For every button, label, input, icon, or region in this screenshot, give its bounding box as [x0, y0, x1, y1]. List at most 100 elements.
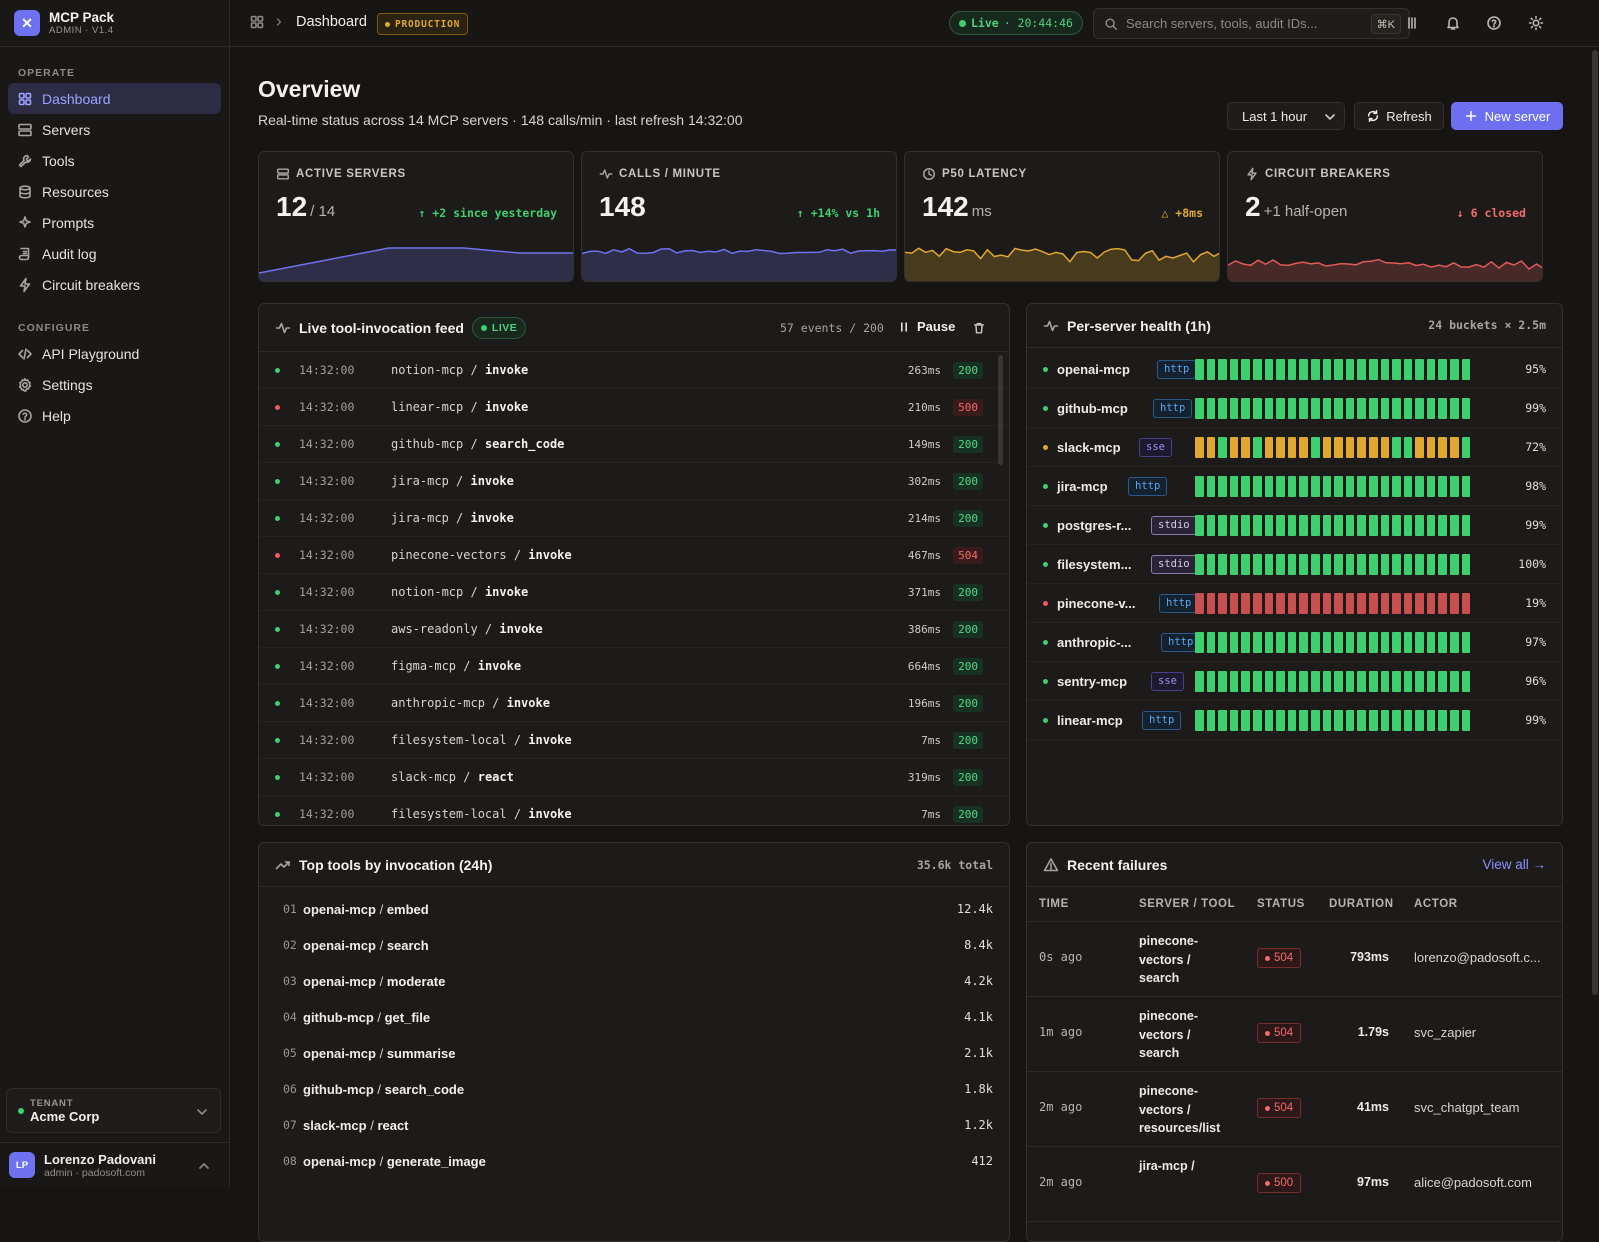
tool-name: openai-mcp / search: [303, 937, 429, 953]
page-scrollbar[interactable]: [1592, 50, 1598, 995]
sidebar-item-audit-log[interactable]: Audit log: [8, 238, 221, 269]
feed-row[interactable]: 14:32:00 github-mcp / search_code 149ms 200: [259, 426, 1009, 463]
failure-row[interactable]: 2m ago pinecone-vectors / resources/list 50…: [1027, 1072, 1562, 1147]
health-bucket: [1218, 632, 1227, 653]
new-server-button[interactable]: New server: [1451, 102, 1563, 130]
sidebar-item-resources[interactable]: Resources: [8, 176, 221, 207]
sidebar-item-dashboard[interactable]: Dashboard: [8, 83, 221, 114]
feed-row[interactable]: 14:32:00 notion-mcp / invoke 371ms 200: [259, 574, 1009, 611]
health-bucket: [1276, 437, 1285, 458]
server-health-row[interactable]: pinecone-v... http 19%: [1027, 584, 1562, 623]
status-code-badge: 200: [953, 805, 983, 823]
top-tools-panel: Top tools by invocation (24h) 35.6k tota…: [258, 842, 1010, 1242]
time-range-value: Last 1 hour: [1242, 108, 1308, 124]
server-health-row[interactable]: github-mcp http 99%: [1027, 389, 1562, 428]
status-code-badge: 504: [953, 546, 983, 564]
health-bucket: [1368, 437, 1378, 458]
sidebar-item-api-playground[interactable]: API Playground: [8, 338, 221, 369]
help-icon: [18, 408, 32, 423]
failure-row[interactable]: 2m ago jira-mcp / 500 97ms alice@padosoft.co…: [1027, 1147, 1562, 1222]
feed-row[interactable]: 14:32:00 notion-mcp / invoke 263ms 200: [259, 352, 1009, 389]
stat-card-p50-latency[interactable]: P50 LATENCY 142 ms △ +8ms: [904, 151, 1220, 282]
feed-server-tool: aws-readonly / invoke: [391, 622, 543, 636]
tool-tool: summarise: [386, 1045, 456, 1061]
pause-button[interactable]: Pause: [897, 319, 955, 334]
feed-row[interactable]: 14:32:00 figma-mcp / invoke 664ms 200: [259, 648, 1009, 685]
brand-version: ADMIN · V1.4: [49, 24, 114, 36]
feed-row[interactable]: 14:32:00 aws-readonly / invoke 386ms 200: [259, 611, 1009, 648]
health-bucket: [1368, 593, 1378, 614]
health-bucket: [1461, 398, 1471, 419]
health-bucket: [1241, 710, 1250, 731]
top-tool-row[interactable]: 07 slack-mcp / react 1.2k: [259, 1107, 1009, 1143]
feed-scrollbar[interactable]: [998, 355, 1003, 465]
sidebar-item-circuit-breakers[interactable]: Circuit breakers: [8, 269, 221, 300]
bell-icon[interactable]: [1445, 15, 1461, 31]
health-bucket: [1334, 398, 1343, 419]
search-input[interactable]: Search servers, tools, audit IDs... ⌘K: [1093, 8, 1410, 39]
health-bucket: [1345, 671, 1355, 692]
health-bucket: [1310, 398, 1320, 419]
health-bucket: [1392, 710, 1401, 731]
health-bucket: [1241, 593, 1250, 614]
top-tool-row[interactable]: 04 github-mcp / get_file 4.1k: [259, 999, 1009, 1035]
health-bucket: [1461, 710, 1471, 731]
server-health-row[interactable]: slack-mcp sse 72%: [1027, 428, 1562, 467]
feed-row[interactable]: 14:32:00 slack-mcp / react 319ms 200: [259, 759, 1009, 796]
health-bucket: [1218, 593, 1227, 614]
feed-row[interactable]: 14:32:00 filesystem-local / invoke 7ms 200: [259, 796, 1009, 825]
shortcut-hint: ⌘K: [1370, 14, 1401, 34]
server-health-row[interactable]: sentry-mcp sse 96%: [1027, 662, 1562, 701]
top-tool-row[interactable]: 08 openai-mcp / generate_image 412: [259, 1143, 1009, 1179]
status-code-badge: 200: [953, 657, 983, 675]
failures-table-header: TIME SERVER / TOOL STATUS DURATION ACTOR: [1027, 887, 1562, 922]
feed-row[interactable]: 14:32:00 jira-mcp / invoke 214ms 200: [259, 500, 1009, 537]
server-health-row[interactable]: anthropic-... http 97%: [1027, 623, 1562, 662]
top-tool-row[interactable]: 02 openai-mcp / search 8.4k: [259, 927, 1009, 963]
brand[interactable]: ✕ MCP Pack ADMIN · V1.4: [0, 0, 229, 47]
server-health-row[interactable]: jira-mcp http 98%: [1027, 467, 1562, 506]
top-tool-row[interactable]: 05 openai-mcp / summarise 2.1k: [259, 1035, 1009, 1071]
user-menu[interactable]: LP Lorenzo Padovani admin · padosoft.com: [0, 1142, 230, 1187]
refresh-label: Refresh: [1386, 108, 1432, 124]
tenant-switcher[interactable]: TENANT Acme Corp: [6, 1088, 221, 1133]
health-percent: 72%: [1525, 440, 1546, 454]
sidebar-item-settings[interactable]: Settings: [8, 369, 221, 400]
sidebar-item-tools[interactable]: Tools: [8, 145, 221, 176]
sidebar-item-prompts[interactable]: Prompts: [8, 207, 221, 238]
view-all-link[interactable]: View all →: [1482, 857, 1546, 872]
stat-card-circuit-breakers[interactable]: CIRCUIT BREAKERS 2 +1 half-open ↓ 6 closed: [1227, 151, 1543, 282]
health-bucket: [1287, 554, 1297, 575]
top-tool-row[interactable]: 06 github-mcp / search_code 1.8k: [259, 1071, 1009, 1107]
server-health-row[interactable]: filesystem... stdio 100%: [1027, 545, 1562, 584]
transport-tag: stdio: [1151, 515, 1197, 535]
time-range-select[interactable]: Last 1 hour: [1227, 102, 1345, 130]
server-health-row[interactable]: linear-mcp http 99%: [1027, 701, 1562, 740]
trash-icon[interactable]: [972, 321, 986, 335]
server-health-row[interactable]: openai-mcp http 95%: [1027, 350, 1562, 389]
recent-failures-panel: Recent failures View all → TIME SERVER /…: [1026, 842, 1563, 1242]
rank: 01: [283, 902, 297, 916]
top-tool-row[interactable]: 03 openai-mcp / moderate 4.2k: [259, 963, 1009, 999]
refresh-button[interactable]: Refresh: [1354, 102, 1444, 130]
help-icon[interactable]: [1486, 15, 1502, 31]
stat-card-active-servers[interactable]: ACTIVE SERVERS 12/ 14 ↑ +2 since yesterday: [258, 151, 574, 282]
columns-icon[interactable]: [1404, 15, 1420, 31]
stat-card-calls-minute[interactable]: CALLS / MINUTE 148 ↑ +14% vs 1h: [581, 151, 897, 282]
health-bucket: [1195, 554, 1204, 575]
feed-row[interactable]: 14:32:00 filesystem-local / invoke 7ms 200: [259, 722, 1009, 759]
grid-icon[interactable]: [249, 14, 265, 30]
stat-label-text: ACTIVE SERVERS: [296, 168, 406, 180]
failure-row[interactable]: 1m ago pinecone-vectors / search 504 1.79s sv…: [1027, 997, 1562, 1072]
server-health-row[interactable]: postgres-r... stdio 99%: [1027, 506, 1562, 545]
feed-row[interactable]: 14:32:00 jira-mcp / invoke 302ms 200: [259, 463, 1009, 500]
sun-icon[interactable]: [1528, 15, 1544, 31]
failure-row[interactable]: 0s ago pinecone-vectors / search 504 793ms lo…: [1027, 922, 1562, 997]
top-tool-row[interactable]: 01 openai-mcp / embed 12.4k: [259, 891, 1009, 927]
sidebar-item-help[interactable]: Help: [8, 400, 221, 431]
sidebar-item-servers[interactable]: Servers: [8, 114, 221, 145]
feed-row[interactable]: 14:32:00 anthropic-mcp / invoke 196ms 200: [259, 685, 1009, 722]
feed-row[interactable]: 14:32:00 linear-mcp / invoke 210ms 500: [259, 389, 1009, 426]
health-bucket: [1368, 710, 1378, 731]
feed-row[interactable]: 14:32:00 pinecone-vectors / invoke 467ms 50…: [259, 537, 1009, 574]
